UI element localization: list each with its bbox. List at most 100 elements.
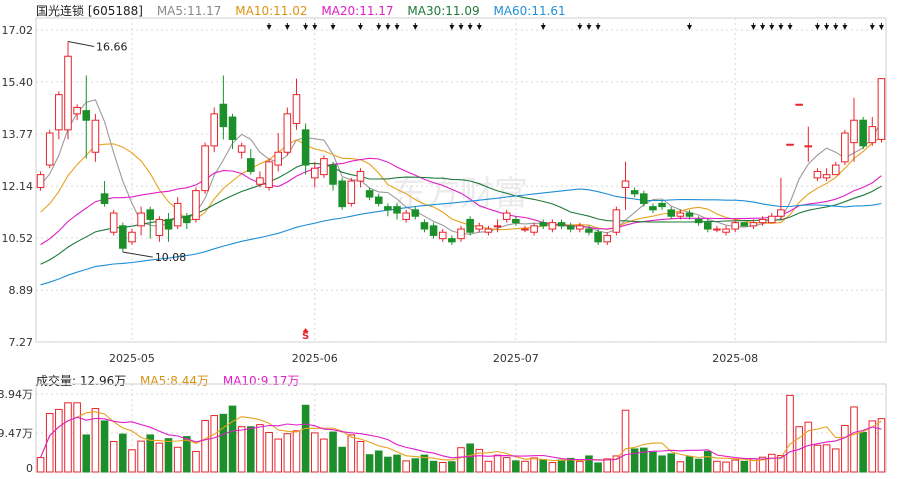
candle-body: [749, 222, 758, 227]
volume-bar: [265, 431, 273, 473]
volume-bar: [713, 460, 721, 473]
volume-bar: [201, 420, 209, 473]
event-marker: [787, 25, 793, 30]
candle-body: [850, 119, 858, 144]
candle-body: [137, 212, 145, 227]
candle-body: [813, 170, 822, 179]
event-marker: [458, 25, 464, 30]
price-tick-label: 15.40: [2, 76, 34, 89]
volume-bar: [868, 420, 877, 473]
volume-bar: [850, 406, 858, 473]
event-marker: [769, 25, 775, 30]
candle-body: [694, 218, 703, 224]
candlesticks: [36, 41, 886, 253]
candle-body: [576, 225, 584, 230]
candle-body: [822, 174, 831, 179]
volume-bar: [804, 421, 813, 473]
volume-bar: [45, 413, 54, 473]
date-x-axis: 2025-05 2025-06 2025-07 2025-08: [109, 352, 758, 365]
candle-body: [466, 218, 474, 233]
volume-bar: [283, 433, 292, 473]
candle-body: [402, 212, 410, 220]
event-marker: [760, 25, 766, 30]
ma5-volume-line: [40, 411, 882, 462]
volume-bar: [320, 438, 328, 473]
volume-bar: [576, 460, 584, 473]
candle-body: [338, 180, 346, 208]
candle-body: [201, 145, 209, 192]
candle-body: [347, 180, 356, 204]
volume-bar: [292, 430, 301, 473]
candle-body: [329, 164, 337, 185]
candle-body: [310, 167, 319, 179]
stock-name: 国光连锁 [605188]: [36, 4, 143, 18]
candle-body: [36, 174, 45, 188]
candle-body: [384, 206, 392, 211]
volume-bar: [374, 450, 383, 473]
volume-bar: [420, 454, 429, 473]
volume-bar: [831, 448, 840, 473]
volume-bar: [192, 450, 200, 473]
candle-body: [566, 225, 575, 230]
volume-bar: [566, 457, 575, 473]
candle-body: [868, 126, 877, 144]
event-marker: [842, 25, 848, 30]
candle-body: [557, 222, 566, 227]
price-info-bar: 国光连锁 [605188] MA5:11.17 MA10:11.02 MA20:…: [36, 2, 576, 19]
ma5-line: [40, 99, 882, 235]
candle-body: [521, 228, 529, 231]
volume-bar: [667, 453, 676, 473]
volume-bar: [438, 462, 447, 473]
volume-bar: [822, 444, 831, 473]
volume-bar: [640, 447, 648, 473]
ma20-line: [40, 157, 882, 246]
date-tick-label: 2025-08: [712, 352, 758, 365]
candle-body: [758, 218, 767, 224]
candle-body: [320, 158, 328, 176]
event-marker: [394, 25, 400, 30]
ma60-line: [40, 188, 882, 286]
volume-bar: [676, 461, 685, 473]
candle-body: [64, 55, 72, 131]
volume-bar: [731, 459, 739, 473]
volume-bar: [530, 457, 538, 473]
volume-bar: [859, 431, 867, 473]
volume-bar: [685, 456, 694, 473]
event-marker: [412, 25, 418, 30]
candle-body: [155, 218, 164, 236]
candle-body: [831, 164, 840, 176]
candle-body: [859, 119, 867, 147]
volume-bar: [82, 434, 91, 473]
volume-tick-label: 18.94万: [0, 388, 33, 401]
candle-body: [502, 212, 511, 220]
volume-bar: [512, 460, 520, 473]
volume-bar: [128, 449, 136, 473]
candle-body: [731, 222, 739, 230]
candle-body: [512, 218, 520, 224]
volume-bar: [164, 438, 173, 473]
ma60-legend: MA60:11.61: [493, 4, 566, 18]
volume-bar: [384, 456, 392, 473]
candle-body: [767, 215, 776, 224]
candle-body: [438, 231, 447, 240]
watermark: 东方财富: [392, 174, 528, 214]
candle-body: [173, 202, 182, 227]
volume-tick-label: 0: [26, 462, 33, 475]
volume-bar: [521, 460, 529, 473]
candle-body: [585, 228, 593, 233]
volume-bar: [548, 462, 557, 473]
price-tick-label: 10.52: [2, 232, 34, 245]
candle-body: [658, 202, 666, 208]
event-marker: [586, 25, 592, 30]
volume-bar: [484, 460, 493, 473]
candle-body: [365, 190, 374, 198]
candle-body: [128, 231, 136, 243]
candle-body: [484, 228, 493, 233]
sell-signal-marker: S: [302, 331, 309, 342]
candle-body: [786, 143, 794, 146]
volume-bar: [786, 394, 794, 473]
volume-bar: [109, 441, 118, 473]
volume-bar: [64, 402, 72, 473]
